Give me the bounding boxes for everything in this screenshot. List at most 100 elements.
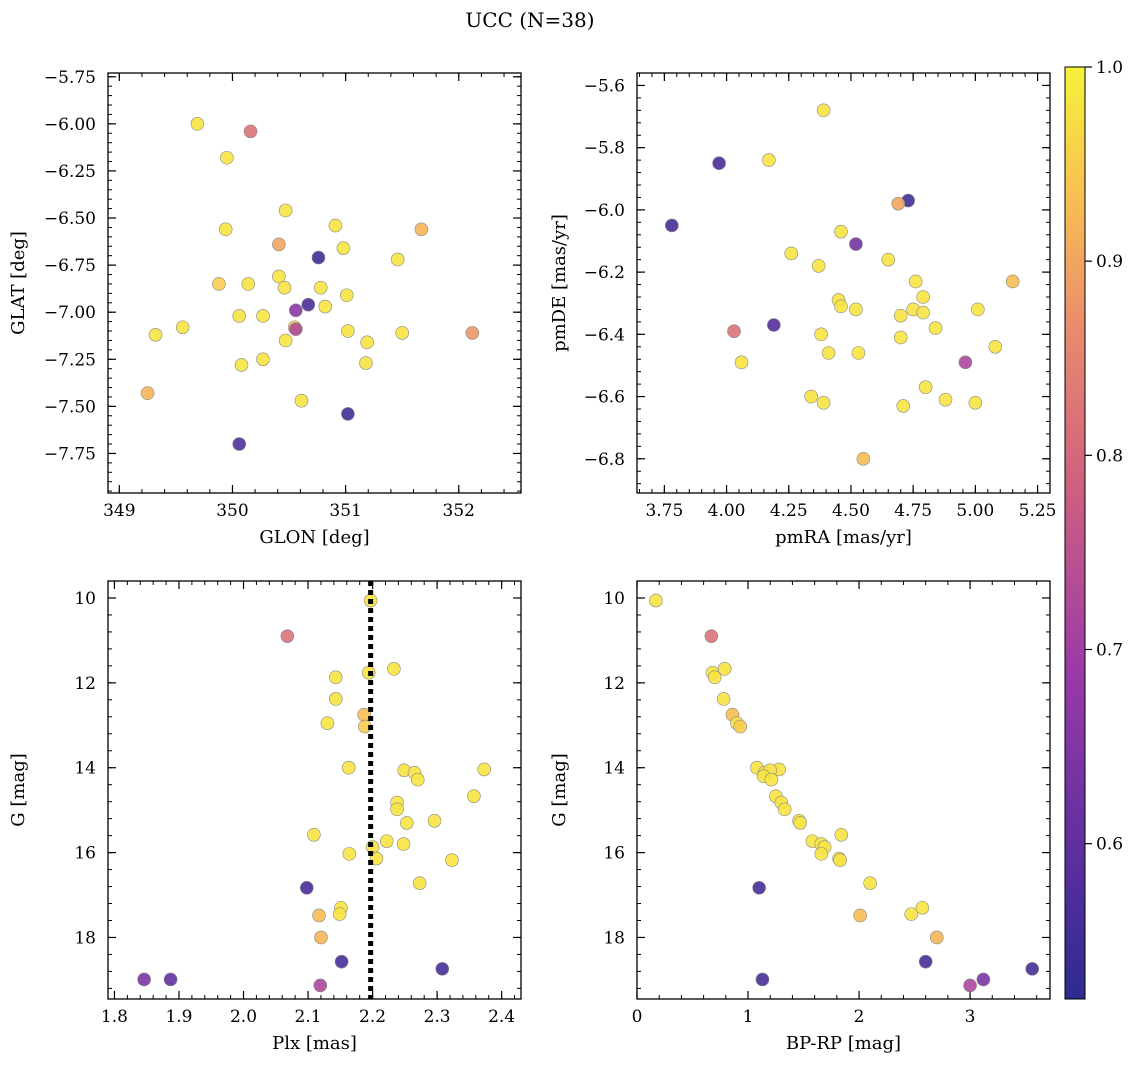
data-point bbox=[777, 802, 792, 817]
data-point bbox=[849, 302, 863, 317]
y-tick-label: −6.0 bbox=[584, 201, 625, 221]
y-tick-label: −5.8 bbox=[584, 139, 625, 159]
y-tick-label: 12 bbox=[603, 674, 625, 694]
x-axis-label: BP-RP [mag] bbox=[786, 1033, 901, 1054]
data-point bbox=[272, 269, 286, 284]
y-tick-label: −5.6 bbox=[584, 76, 625, 96]
data-point bbox=[834, 827, 849, 842]
data-point bbox=[359, 356, 373, 370]
scatter-points bbox=[140, 117, 480, 451]
x-tick-label: 1.8 bbox=[101, 1007, 128, 1027]
x-tick-label: 2.2 bbox=[359, 1007, 386, 1027]
y-tick-label: −6.4 bbox=[584, 325, 625, 345]
data-point bbox=[334, 954, 349, 969]
x-axis-label: pmRA [mas/yr] bbox=[775, 527, 912, 548]
data-point bbox=[816, 103, 831, 118]
data-point bbox=[704, 629, 719, 643]
data-point bbox=[427, 813, 442, 828]
scatter-points bbox=[649, 593, 1040, 993]
panel-plx-g: 1.8 1.9 2.0 2.1 2.2 2.3 2.4 10 12 14 16 18 Plx [mas]… bbox=[8, 580, 522, 1054]
x-tick-label: 5.25 bbox=[1019, 501, 1057, 521]
panels: 349 350 351 352−5.75−6.00−6.25−6.50−6.75−7.… bbox=[8, 68, 1056, 1054]
data-point bbox=[278, 333, 293, 348]
data-point bbox=[410, 772, 425, 787]
x-tick-label: 1 bbox=[743, 1007, 754, 1027]
y-tick-label: −7.00 bbox=[44, 303, 96, 323]
plot-area bbox=[107, 72, 522, 494]
y-tick-label: −6.8 bbox=[584, 450, 625, 470]
data-point bbox=[968, 395, 983, 410]
data-point bbox=[727, 324, 741, 339]
x-tick-label: 4.50 bbox=[832, 501, 870, 521]
data-point bbox=[272, 237, 286, 252]
data-point bbox=[1005, 274, 1020, 289]
data-point bbox=[256, 309, 270, 323]
scatter-points bbox=[665, 103, 1020, 466]
data-point bbox=[904, 907, 919, 921]
data-point bbox=[278, 203, 293, 218]
colorbar-ticks: 0.6 0.7 0.8 0.9 1.0 bbox=[1085, 58, 1123, 855]
data-point bbox=[318, 299, 333, 314]
y-axis-label: GLAT [deg] bbox=[8, 231, 29, 335]
panel-glon-glat: 349 350 351 352 −5.75 −6.00 −6.25 −6.50 −6.75 −7.… bbox=[8, 68, 522, 548]
data-point bbox=[313, 978, 328, 993]
y-tick-label: −7.75 bbox=[44, 444, 96, 464]
data-point bbox=[277, 280, 292, 295]
x-tick-label: 1.9 bbox=[165, 1007, 192, 1027]
colorbar-gradient bbox=[1064, 66, 1086, 1000]
data-point bbox=[916, 290, 930, 304]
colorbar-tick-label: 0.6 bbox=[1096, 835, 1123, 855]
y-tick-label: 14 bbox=[74, 759, 96, 779]
data-point bbox=[320, 716, 335, 730]
data-point bbox=[445, 853, 459, 868]
data-point bbox=[336, 241, 351, 255]
data-point bbox=[313, 280, 328, 295]
data-point bbox=[148, 327, 163, 342]
data-point bbox=[929, 930, 944, 945]
x-tick-label: 351 bbox=[329, 501, 361, 521]
x-tick-label: 349 bbox=[103, 501, 135, 521]
y-axis-label: pmDE [mas/yr] bbox=[549, 214, 570, 352]
data-point bbox=[804, 389, 818, 404]
data-point bbox=[918, 380, 933, 395]
data-point bbox=[379, 834, 394, 848]
data-point bbox=[243, 124, 258, 139]
x-tick-label: 2.4 bbox=[488, 1007, 515, 1027]
data-point bbox=[328, 218, 343, 233]
x-tick-label: 2 bbox=[854, 1007, 865, 1027]
data-point bbox=[793, 816, 808, 830]
x-tick-label: 2.0 bbox=[230, 1007, 257, 1027]
data-point bbox=[342, 847, 357, 861]
y-tick-label: −5.75 bbox=[44, 68, 96, 88]
data-point bbox=[896, 399, 911, 413]
x-tick-label: 0 bbox=[632, 1007, 643, 1027]
data-point bbox=[833, 853, 847, 868]
data-point bbox=[767, 318, 781, 332]
x-tick-label: 352 bbox=[443, 501, 475, 521]
data-point bbox=[816, 395, 831, 410]
data-point bbox=[289, 322, 303, 336]
data-point bbox=[307, 827, 321, 842]
data-point bbox=[881, 252, 896, 267]
y-axis-label: G [mag] bbox=[8, 753, 29, 826]
x-axis-label: GLON [deg] bbox=[259, 527, 369, 548]
data-point bbox=[387, 662, 401, 676]
data-point bbox=[190, 117, 205, 131]
plot-area bbox=[107, 580, 522, 1000]
x-tick-label: 3 bbox=[965, 1007, 976, 1027]
data-point bbox=[289, 303, 303, 318]
data-point bbox=[665, 218, 679, 233]
x-tick-label: 3.75 bbox=[645, 501, 683, 521]
x-axis-label: Plx [mas] bbox=[272, 1033, 357, 1054]
ticks: 1.8 1.9 2.0 2.1 2.2 2.3 2.4 10 12 14 16 18 bbox=[74, 580, 521, 1027]
data-point bbox=[856, 451, 871, 466]
data-point bbox=[976, 972, 991, 987]
data-point bbox=[414, 222, 429, 237]
data-point bbox=[218, 222, 233, 237]
data-point bbox=[140, 386, 155, 400]
data-point bbox=[784, 246, 799, 261]
y-tick-label: 10 bbox=[74, 589, 96, 609]
scatter-points bbox=[137, 593, 492, 993]
y-tick-label: 16 bbox=[603, 844, 625, 864]
